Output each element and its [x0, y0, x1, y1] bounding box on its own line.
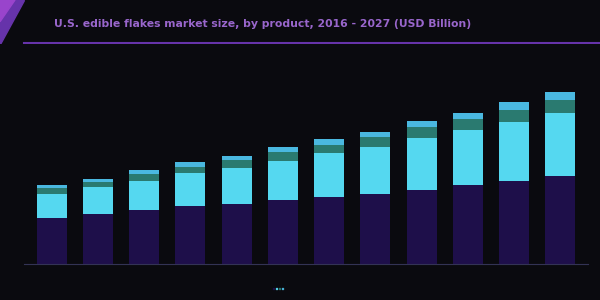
- Bar: [545, 176, 575, 264]
- Bar: [175, 206, 205, 264]
- Bar: [83, 187, 113, 214]
- Bar: [361, 194, 391, 264]
- Bar: [545, 92, 575, 100]
- Bar: [37, 218, 67, 264]
- Bar: [314, 145, 344, 153]
- Bar: [545, 100, 575, 113]
- Bar: [361, 131, 391, 137]
- Bar: [268, 161, 298, 200]
- Bar: [175, 173, 205, 206]
- Bar: [129, 210, 159, 264]
- Bar: [545, 113, 575, 176]
- Bar: [314, 197, 344, 264]
- Bar: [175, 162, 205, 167]
- Bar: [83, 178, 113, 182]
- Bar: [453, 185, 483, 264]
- Bar: [499, 110, 529, 122]
- Bar: [361, 137, 391, 147]
- Bar: [499, 122, 529, 181]
- Bar: [221, 156, 251, 160]
- Bar: [407, 121, 437, 127]
- Bar: [499, 181, 529, 264]
- Polygon shape: [0, 0, 15, 22]
- Bar: [37, 188, 67, 194]
- Bar: [83, 182, 113, 187]
- Bar: [453, 113, 483, 119]
- Bar: [37, 185, 67, 188]
- Bar: [361, 147, 391, 194]
- Bar: [129, 174, 159, 181]
- Bar: [221, 168, 251, 204]
- Bar: [175, 167, 205, 173]
- Bar: [37, 194, 67, 218]
- Bar: [268, 152, 298, 161]
- Bar: [221, 160, 251, 168]
- Bar: [407, 127, 437, 138]
- Bar: [221, 204, 251, 264]
- Bar: [268, 200, 298, 264]
- Bar: [129, 181, 159, 210]
- Bar: [407, 190, 437, 264]
- Bar: [83, 214, 113, 264]
- Bar: [268, 147, 298, 152]
- Bar: [453, 119, 483, 130]
- Text: U.S. edible flakes market size, by product, 2016 - 2027 (USD Billion): U.S. edible flakes market size, by produ…: [54, 19, 471, 29]
- Polygon shape: [0, 0, 24, 44]
- Bar: [129, 170, 159, 174]
- Bar: [314, 139, 344, 145]
- Bar: [499, 102, 529, 110]
- Bar: [407, 138, 437, 190]
- Bar: [314, 153, 344, 197]
- Bar: [453, 130, 483, 185]
- Legend: , , , : , , ,: [272, 287, 283, 290]
